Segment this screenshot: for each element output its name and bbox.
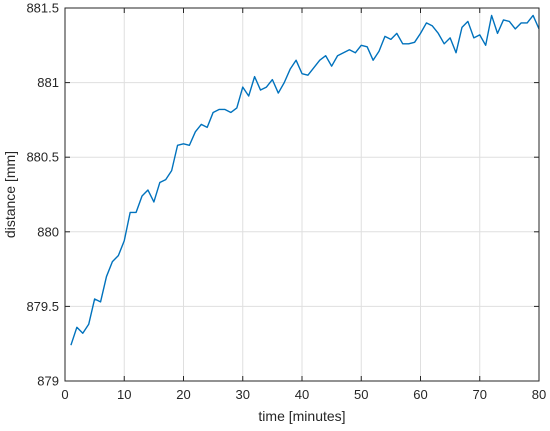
y-tick-label: 879 [37,374,59,389]
y-tick-label: 880 [37,224,59,239]
x-tick-label: 40 [295,387,309,402]
y-tick-label: 881 [37,75,59,90]
y-tick-labels: 879 879.5 880 880.5 881 881.5 [26,1,59,389]
x-tick-labels: 0 10 20 30 40 50 60 70 80 [61,387,546,402]
x-tick-label: 70 [473,387,487,402]
y-axis-label: distance [mm] [2,151,18,238]
x-tick-label: 0 [61,387,68,402]
x-tick-label: 80 [532,387,546,402]
y-tick-label: 879.5 [26,299,59,314]
x-axis-label: time [minutes] [258,408,345,424]
x-tick-label: 30 [236,387,250,402]
x-tick-label: 10 [117,387,131,402]
series-layer [70,14,540,346]
x-tick-label: 20 [176,387,190,402]
x-tick-label: 50 [354,387,368,402]
axis-ticks [64,7,540,382]
y-tick-label: 881.5 [26,1,59,16]
grid-lines [65,8,539,381]
x-tick-label: 60 [413,387,427,402]
series-line-0 [70,14,540,346]
y-tick-label: 880.5 [26,150,59,165]
